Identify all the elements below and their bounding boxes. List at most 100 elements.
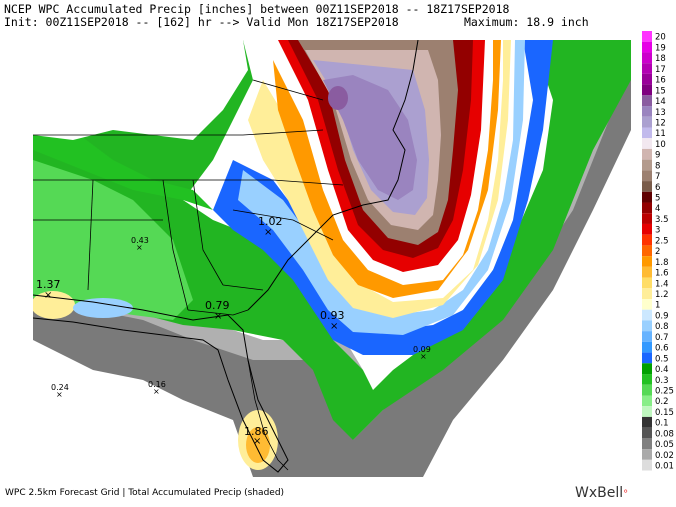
state-line — [33, 179, 344, 186]
footer-caption: WPC 2.5km Forecast Grid | Total Accumula… — [5, 488, 285, 498]
legend-swatch — [642, 320, 652, 332]
legend-swatch — [642, 84, 652, 96]
legend-swatch — [642, 170, 652, 182]
legend-label: 18 — [655, 54, 666, 64]
point-value: 1.86 — [244, 425, 269, 438]
legend-swatch — [642, 309, 652, 321]
legend-swatch — [642, 363, 652, 375]
legend-label: 0.02 — [655, 451, 674, 461]
legend-swatch — [642, 52, 652, 64]
shade-lightgreen — [33, 160, 193, 320]
legend-swatch — [642, 277, 652, 289]
legend-swatch — [642, 148, 652, 160]
coastline — [33, 40, 419, 473]
shade-yellow — [248, 40, 511, 318]
state-lines — [33, 79, 344, 316]
shade-green — [33, 40, 631, 440]
state-line — [252, 79, 324, 101]
legend-label: 0.1 — [655, 419, 669, 429]
legend-label: 15 — [655, 86, 666, 96]
point-value: 0.24 — [51, 383, 69, 392]
legend-swatch — [642, 299, 652, 310]
legend-swatch — [642, 73, 652, 85]
legend-label: 1.8 — [655, 258, 669, 268]
color-legend: 20191817161514131211109876543.532.521.81… — [642, 31, 674, 471]
legend-swatch — [642, 116, 652, 128]
point-marker: × — [44, 290, 53, 301]
legend-swatch — [642, 245, 652, 257]
legend-swatch — [642, 213, 652, 224]
legend-swatch — [642, 223, 652, 235]
point-value: 0.43 — [131, 236, 149, 245]
legend-label: 11 — [655, 129, 666, 139]
state-line — [232, 209, 334, 241]
state-line — [162, 179, 189, 311]
legend-swatch — [642, 416, 652, 428]
point-value: 1.02 — [258, 215, 283, 228]
legend-label: 0.4 — [655, 365, 669, 375]
legend-label: 0.01 — [655, 462, 674, 471]
legend-label: 19 — [655, 43, 666, 53]
legend-label: 0.05 — [655, 440, 674, 450]
point-value: 0.93 — [320, 309, 345, 322]
legend-swatch — [642, 406, 652, 417]
legend-label: 6 — [655, 183, 660, 193]
state-line — [33, 129, 324, 136]
legend-swatch — [642, 459, 652, 471]
point-marker: × — [153, 387, 160, 396]
shade-dark — [33, 60, 631, 477]
legend-swatch — [642, 63, 652, 74]
shade-white-atl — [423, 130, 631, 477]
legend-label: 1.6 — [655, 269, 669, 279]
state-line — [87, 179, 94, 291]
legend-swatch — [642, 41, 652, 53]
legend-label: 1 — [655, 301, 660, 311]
shade-green-west — [33, 100, 213, 210]
point-marker: × — [136, 243, 143, 252]
legend-label: 3 — [655, 226, 660, 236]
shade-gulf-yellow — [33, 291, 75, 319]
legend-label: 5 — [655, 194, 660, 204]
legend-label: 4 — [655, 204, 660, 214]
maximum-label: Maximum: 18.9 inch — [464, 15, 589, 29]
legend-label: 7 — [655, 172, 660, 182]
legend-label: 10 — [655, 140, 666, 150]
point-value: 1.37 — [36, 278, 61, 291]
legend-label: 0.7 — [655, 333, 669, 343]
shade-fl-orange — [246, 427, 270, 463]
legend-swatch — [642, 352, 652, 364]
legend-label: 0.3 — [655, 376, 669, 386]
legend-swatch — [642, 191, 652, 203]
legend-swatch — [642, 374, 652, 385]
legend-label: 0.6 — [655, 344, 669, 354]
legend-label: 0.5 — [655, 354, 669, 364]
legend-label: 20 — [655, 33, 666, 43]
point-marker: × — [214, 311, 223, 322]
legend-swatch — [642, 234, 652, 246]
map-title: NCEP WPC Accumulated Precip [inches] bet… — [4, 2, 510, 16]
legend-swatch — [642, 159, 652, 171]
legend-swatch — [642, 395, 652, 407]
shade-orange — [273, 40, 501, 298]
legend-label: 13 — [655, 108, 666, 118]
shade-la-blue — [73, 298, 133, 318]
brand-logo: WxBell° — [575, 485, 629, 501]
shade-lightblue — [238, 40, 525, 335]
legend-swatch — [642, 438, 652, 450]
legend-swatch — [642, 127, 652, 139]
shade-white-gulf — [33, 340, 253, 477]
point-marker: × — [253, 436, 262, 447]
legend-label: 16 — [655, 76, 666, 86]
legend-label: 2.5 — [655, 236, 669, 246]
point-marker: × — [56, 390, 63, 399]
point-value: 0.09 — [413, 345, 431, 354]
legend-swatch — [642, 341, 652, 353]
legend-swatch — [642, 181, 652, 192]
legend-swatch — [642, 202, 652, 214]
shade-purple — [323, 75, 417, 200]
legend-label: 12 — [655, 118, 666, 128]
legend-swatch — [642, 256, 652, 267]
legend-label: 17 — [655, 65, 666, 75]
precip-map — [33, 40, 631, 477]
shade-peak — [328, 86, 348, 110]
